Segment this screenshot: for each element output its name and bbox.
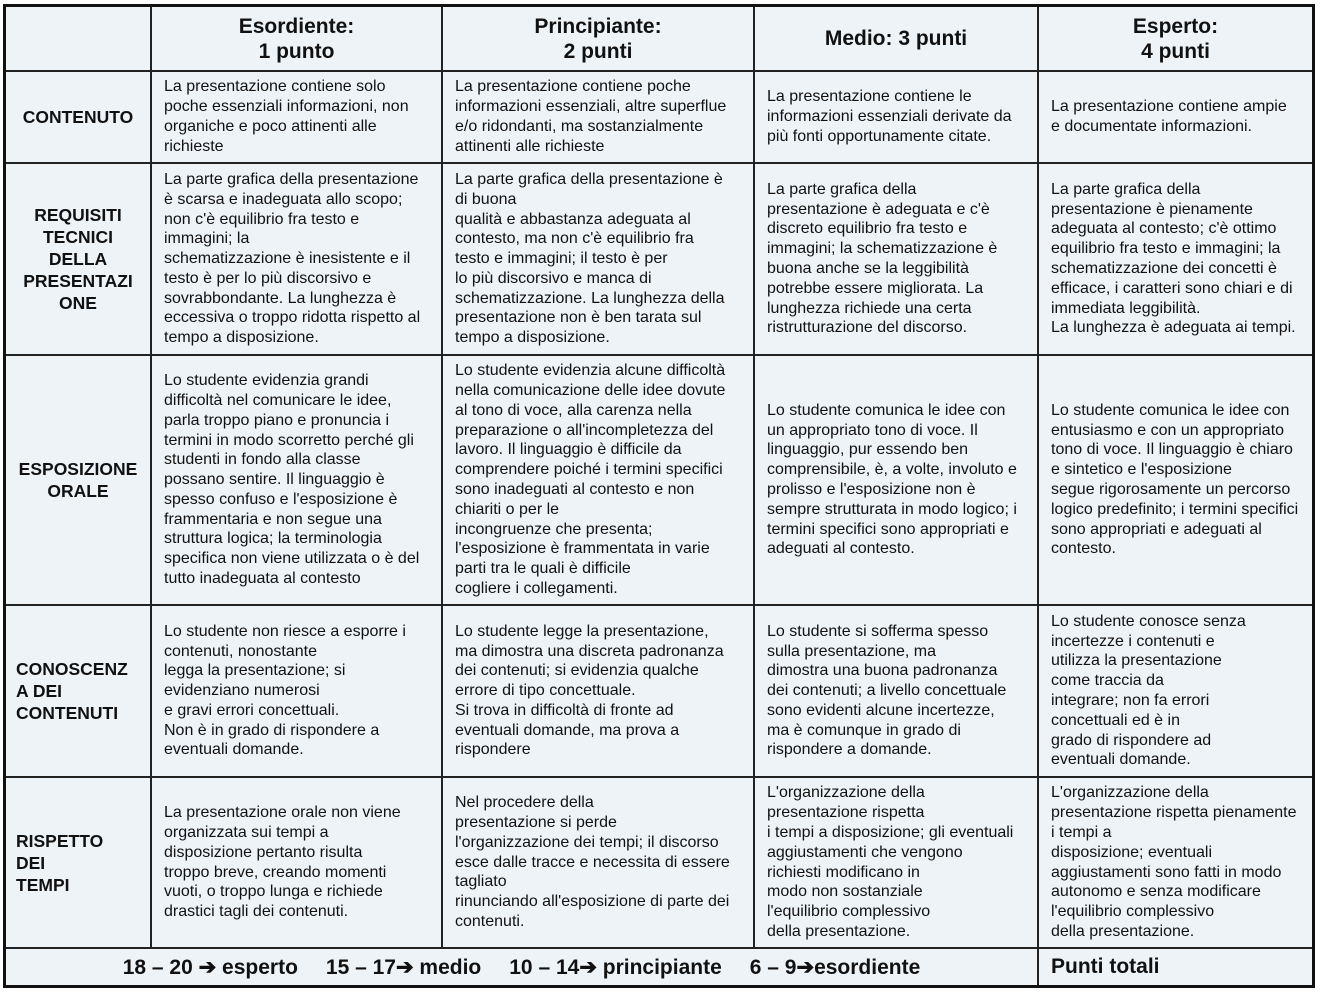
rubric-cell: Lo studente comunica le idee con entusia… bbox=[1039, 356, 1312, 606]
rubric-cell: Lo studente comunica le idee con un appr… bbox=[755, 356, 1039, 606]
rubric-cell: La parte grafica della presentazione è a… bbox=[755, 164, 1039, 356]
rubric-cell: Lo studente legge la presentazione, ma d… bbox=[443, 606, 755, 778]
rubric-cell: La parte grafica della presentazione è s… bbox=[152, 164, 443, 356]
score-range: 6 – 9➔esordiente bbox=[749, 955, 921, 979]
rubric-cell: L'organizzazione della presentazione ris… bbox=[755, 778, 1039, 949]
rubric-cell: La presentazione orale non viene organiz… bbox=[152, 778, 443, 949]
score-range: 10 – 14➔ principiante bbox=[509, 955, 722, 979]
header-esperto: Esperto: 4 punti bbox=[1039, 7, 1312, 72]
rubric-cell: Lo studente evidenzia grandi difficoltà … bbox=[152, 356, 443, 606]
row-label: CONOSCENZ A DEI CONTENUTI bbox=[6, 606, 152, 778]
row-label: REQUISITI TECNICI DELLA PRESENTAZI ONE bbox=[6, 164, 152, 356]
rubric-cell: Lo studente conosce senza incertezze i c… bbox=[1039, 606, 1312, 778]
rubric-cell: Lo studente non riesce a esporre i conte… bbox=[152, 606, 443, 778]
score-range: 18 – 20 ➔ esperto bbox=[122, 955, 298, 979]
rubric-table: Esordiente: 1 punto Principiante: 2 punt… bbox=[3, 4, 1315, 988]
rubric-cell: La parte grafica della presentazione è d… bbox=[443, 164, 755, 356]
header-principiante: Principiante: 2 punti bbox=[443, 7, 755, 72]
row-label: ESPOSIZIONE ORALE bbox=[6, 356, 152, 606]
rubric-cell: La parte grafica della presentazione è p… bbox=[1039, 164, 1312, 356]
header-esordiente: Esordiente: 1 punto bbox=[152, 7, 443, 72]
rubric-cell: La presentazione contiene ampie e docume… bbox=[1039, 72, 1312, 164]
rubric-cell: La presentazione contiene le informazion… bbox=[755, 72, 1039, 164]
total-points-label: Punti totali bbox=[1051, 955, 1160, 978]
score-range: 15 – 17➔ medio bbox=[325, 955, 482, 979]
rubric-cell: Lo studente evidenzia alcune difficoltà … bbox=[443, 356, 755, 606]
header-medio: Medio: 3 punti bbox=[755, 7, 1039, 72]
row-label: CONTENUTO bbox=[6, 72, 152, 164]
rubric-cell: L'organizzazione della presentazione ris… bbox=[1039, 778, 1312, 949]
header-empty bbox=[6, 7, 152, 72]
row-label: RISPETTO DEI TEMPI bbox=[6, 778, 152, 949]
rubric-cell: La presentazione contiene poche informaz… bbox=[443, 72, 755, 164]
rubric-cell: Lo studente si sofferma spesso sulla pre… bbox=[755, 606, 1039, 778]
score-scale: 18 – 20 ➔ esperto 15 – 17➔ medio 10 – 14➔ … bbox=[6, 949, 1039, 985]
rubric-cell: Nel procedere della presentazione si per… bbox=[443, 778, 755, 949]
rubric-cell: La presentazione contiene solo poche ess… bbox=[152, 72, 443, 164]
